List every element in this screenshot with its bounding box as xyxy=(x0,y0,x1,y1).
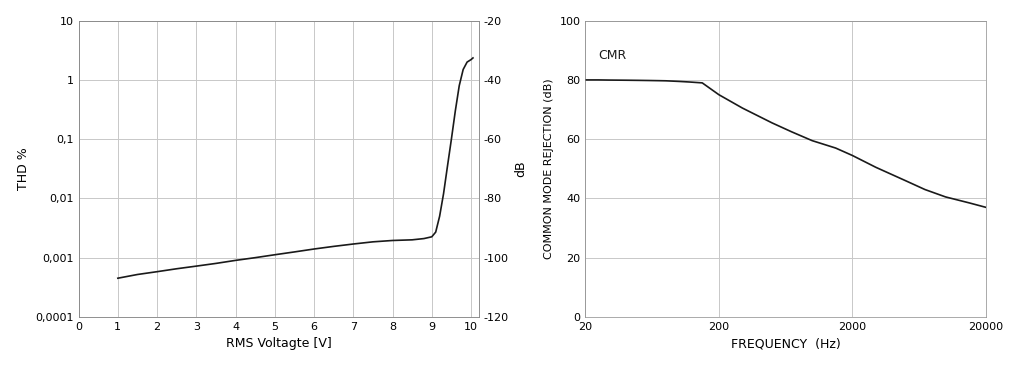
Y-axis label: THD %: THD % xyxy=(16,148,30,190)
X-axis label: RMS Voltagte [V]: RMS Voltagte [V] xyxy=(225,337,331,350)
Y-axis label: dB: dB xyxy=(514,160,527,177)
Y-axis label: COMMON MODE REJECTION (dB): COMMON MODE REJECTION (dB) xyxy=(543,79,553,259)
X-axis label: FREQUENCY  (Hz): FREQUENCY (Hz) xyxy=(730,337,840,350)
Text: CMR: CMR xyxy=(598,49,626,62)
